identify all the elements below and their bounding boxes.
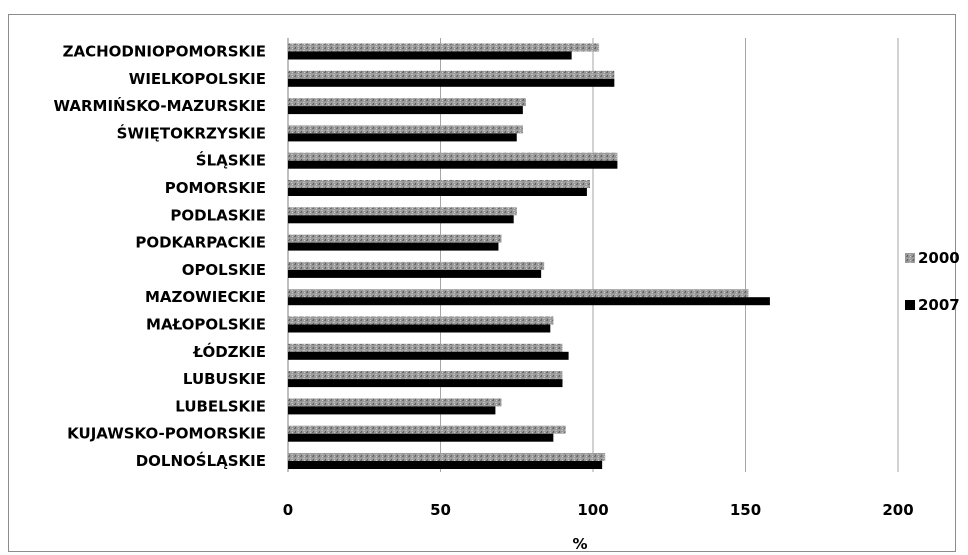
x-tick-label: 50 xyxy=(430,501,451,519)
bar-2007-zachodniopomorskie xyxy=(288,51,572,60)
category-label: ZACHODNIOPOMORSKIE xyxy=(63,43,266,61)
bar-2007-lubuskie xyxy=(288,379,563,388)
bar-2007-lubelskie xyxy=(288,406,496,415)
bar-2000-świętokrzyskie xyxy=(288,125,523,134)
bar-2000-podlaskie xyxy=(288,207,517,216)
category-labels: ZACHODNIOPOMORSKIE WIELKOPOLSKIE WARMIŃSKO… xyxy=(54,43,267,471)
bar-2000-wielkopolskie xyxy=(288,70,615,79)
category-label: KUJAWSKO-POMORSKIE xyxy=(67,425,266,443)
bar-2007-łódzkie xyxy=(288,351,569,360)
bar-2007-mazowieckie xyxy=(288,297,770,306)
bar-2000-warmińsko-mazurskie xyxy=(288,98,526,107)
category-label: PODKARPACKIE xyxy=(135,234,266,252)
legend: 2000 2007 xyxy=(905,249,960,314)
bar-2000-śląskie xyxy=(288,152,618,161)
bar-2007-wielkopolskie xyxy=(288,78,615,87)
bar-2007-opolskie xyxy=(288,269,542,278)
bar-2000-lubuskie xyxy=(288,371,563,380)
bar-2000-lubelskie xyxy=(288,398,502,407)
bar-2007-warmińsko-mazurskie xyxy=(288,106,523,115)
bar-2000-małopolskie xyxy=(288,316,554,325)
x-tick-label: 200 xyxy=(882,501,913,519)
category-label: MAZOWIECKIE xyxy=(145,288,266,306)
x-axis-label: % xyxy=(572,535,587,553)
category-label: OPOLSKIE xyxy=(182,261,266,279)
bar-2007-pomorskie xyxy=(288,188,587,196)
category-label: ŁÓDZKIE xyxy=(192,342,266,361)
bar-2000-podkarpackie xyxy=(288,234,502,243)
bars xyxy=(288,43,770,469)
legend-swatch-2007 xyxy=(905,300,915,310)
bar-2000-opolskie xyxy=(288,261,545,270)
bar-2007-świętokrzyskie xyxy=(288,133,517,142)
bar-2007-kujawsko-pomorskie xyxy=(288,433,554,442)
category-label: WARMIŃSKO-MAZURSKIE xyxy=(54,96,267,115)
x-tick-label: 150 xyxy=(730,501,761,519)
x-tick-labels: 0 50 100 150 200 xyxy=(283,501,914,519)
bar-2000-mazowieckie xyxy=(288,289,749,298)
category-label: MAŁOPOLSKIE xyxy=(146,316,266,334)
category-label: ŚLĄSKIE xyxy=(196,151,266,170)
category-label: LUBELSKIE xyxy=(175,397,266,415)
category-label: DOLNOŚLĄSKIE xyxy=(136,451,266,470)
x-tick-label: 0 xyxy=(283,501,293,519)
category-label: WIELKOPOLSKIE xyxy=(129,70,266,88)
category-label: PODLASKIE xyxy=(170,206,266,224)
legend-label-2000: 2000 xyxy=(918,249,960,267)
category-label: LUBUSKIE xyxy=(183,370,266,388)
bar-2000-łódzkie xyxy=(288,343,563,352)
category-label: ŚWIĘTOKRZYSKIE xyxy=(117,123,266,142)
bar-2000-zachodniopomorskie xyxy=(288,43,600,52)
legend-swatch-2000 xyxy=(905,253,915,263)
bar-2007-dolnośląskie xyxy=(288,461,603,469)
bar-2000-dolnośląskie xyxy=(288,453,606,461)
bar-2007-podkarpackie xyxy=(288,242,499,251)
category-label: POMORSKIE xyxy=(165,179,266,197)
bar-2007-śląskie xyxy=(288,160,618,169)
bar-2000-pomorskie xyxy=(288,180,590,188)
bar-2007-podlaskie xyxy=(288,215,514,224)
legend-label-2007: 2007 xyxy=(918,296,960,314)
bar-2000-kujawsko-pomorskie xyxy=(288,425,566,434)
x-tick-label: 100 xyxy=(577,501,608,519)
bar-2007-małopolskie xyxy=(288,324,551,333)
